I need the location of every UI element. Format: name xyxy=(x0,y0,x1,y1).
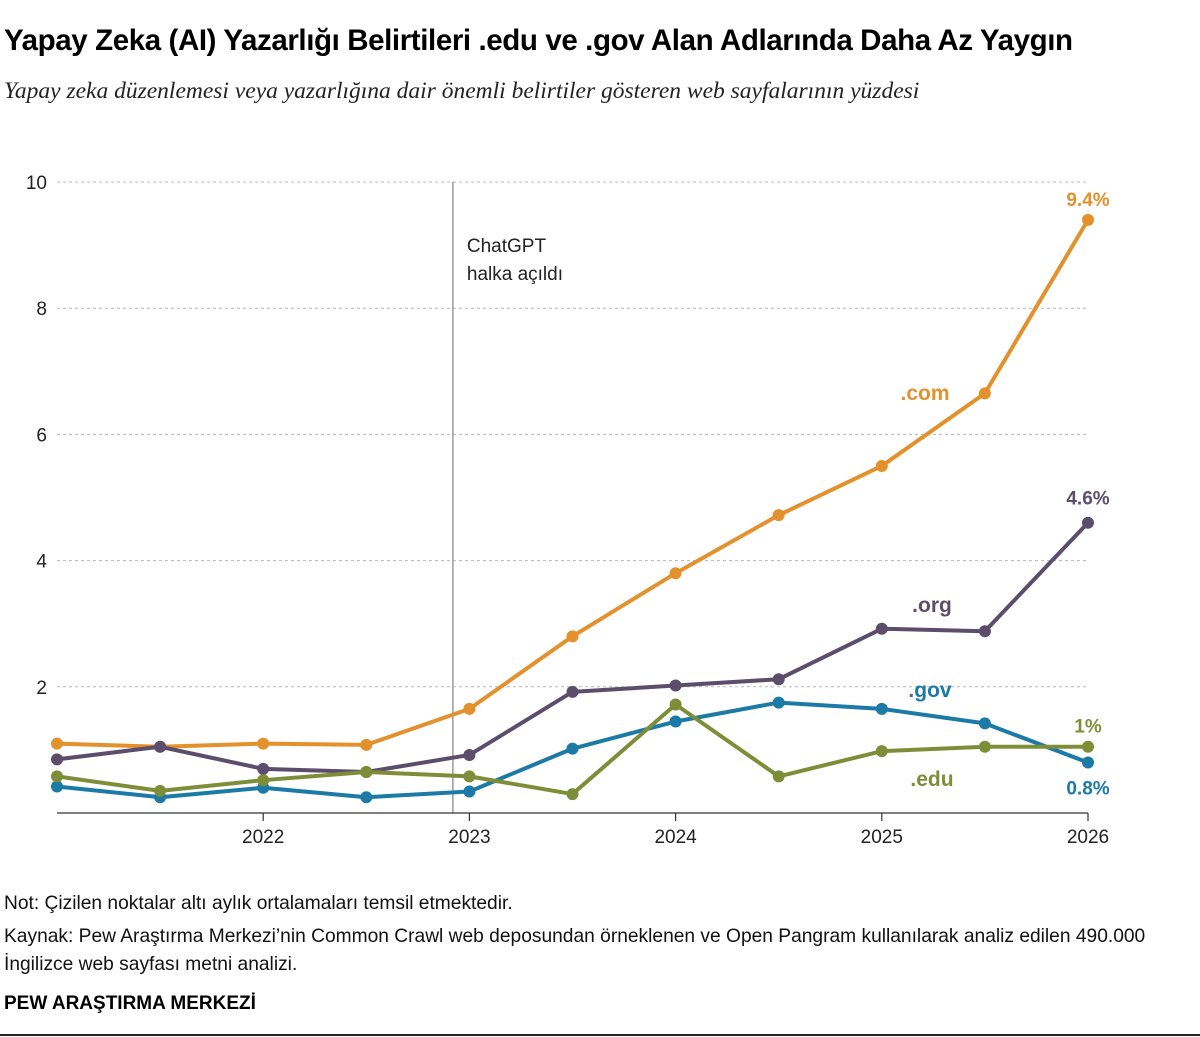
series-line-com xyxy=(55,217,1090,749)
data-point-org-6 xyxy=(669,679,682,692)
data-point-org-10 xyxy=(1082,516,1094,529)
data-point-edu-3 xyxy=(360,765,373,778)
y-tick-label-6: 6 xyxy=(36,425,47,446)
data-point-gov-5 xyxy=(566,742,579,755)
data-point-gov-10 xyxy=(1082,756,1094,769)
chart-note: Not: Çizilen noktalar altı aylık ortalam… xyxy=(4,893,513,914)
data-point-edu-10 xyxy=(1082,740,1094,753)
chart-source: Kaynak: Pew Araştırma Merkezi’nin Common… xyxy=(4,926,1146,975)
data-point-org-5 xyxy=(566,685,579,698)
data-point-org-7 xyxy=(772,673,785,686)
chart-title: Yapay Zeka (AI) Yazarlığı Belirtileri .e… xyxy=(4,24,1073,57)
data-point-gov-7 xyxy=(772,696,785,709)
data-point-edu-0 xyxy=(51,770,63,783)
annotation-text-line-1: ChatGPT xyxy=(467,236,547,257)
series-lines xyxy=(51,213,1094,804)
data-point-gov-9 xyxy=(978,717,991,730)
data-point-edu-4 xyxy=(463,770,476,783)
x-tick-label-2024: 2024 xyxy=(654,827,697,848)
data-point-gov-6 xyxy=(669,715,682,728)
line-chart: ChatGPT halka açıldı 2 4 6 8 10 2022 2023 2024 20… xyxy=(26,173,1110,848)
brand-logo-text: PEW ARAŞTIRMA MERKEZİ xyxy=(4,993,256,1014)
x-tick-label-2025: 2025 xyxy=(861,827,903,848)
annotations: ChatGPT halka açıldı xyxy=(452,182,563,813)
data-point-gov-8 xyxy=(875,702,888,715)
series-label-com: .com xyxy=(900,382,949,405)
data-point-com-4 xyxy=(463,702,476,715)
bottom-rule xyxy=(0,1034,1200,1036)
chart-subtitle: Yapay zeka düzenlemesi veya yazarlığına … xyxy=(4,78,920,104)
data-point-edu-9 xyxy=(978,740,991,753)
x-tick-label-2022: 2022 xyxy=(242,827,284,848)
axes: 2 4 6 8 10 2022 2023 2024 2025 2026 xyxy=(26,173,1109,848)
series-label-edu: .edu xyxy=(910,768,953,791)
series-label-org: .org xyxy=(912,594,952,617)
data-point-edu-7 xyxy=(772,770,785,783)
data-point-com-9 xyxy=(978,387,991,400)
gridlines xyxy=(57,181,1088,688)
data-point-com-10 xyxy=(1082,213,1094,226)
data-point-com-2 xyxy=(257,737,270,750)
end-value-label-edu: 1% xyxy=(1074,717,1102,738)
end-value-label-gov: 0.8% xyxy=(1066,779,1109,800)
data-point-com-7 xyxy=(772,509,785,522)
data-point-com-3 xyxy=(360,738,373,751)
data-point-org-9 xyxy=(978,625,991,638)
data-point-org-2 xyxy=(257,762,270,775)
y-tick-label-8: 8 xyxy=(36,299,47,320)
annotation-text-line-2: halka açıldı xyxy=(467,264,563,285)
data-point-edu-5 xyxy=(566,788,579,801)
data-point-com-0 xyxy=(51,737,63,750)
y-tick-label-4: 4 xyxy=(36,552,47,573)
data-point-gov-4 xyxy=(463,785,476,798)
series-labels: .com 9.4% .org 4.6% .gov 0.8% .edu 1% xyxy=(900,190,1109,800)
x-tick-label-2023: 2023 xyxy=(448,827,490,848)
data-point-org-0 xyxy=(51,753,63,766)
end-value-label-com: 9.4% xyxy=(1066,190,1109,211)
data-point-edu-6 xyxy=(669,698,682,711)
data-point-org-4 xyxy=(463,748,476,761)
data-point-gov-3 xyxy=(360,791,373,804)
data-point-com-6 xyxy=(669,567,682,580)
data-point-edu-2 xyxy=(257,774,270,787)
y-tick-label-10: 10 xyxy=(26,173,47,194)
data-point-com-5 xyxy=(566,630,579,643)
data-point-com-8 xyxy=(875,459,888,472)
end-value-label-org: 4.6% xyxy=(1066,489,1109,510)
data-point-org-1 xyxy=(154,740,167,753)
data-point-org-8 xyxy=(875,622,888,635)
data-point-edu-1 xyxy=(154,784,167,797)
y-tick-label-2: 2 xyxy=(36,678,47,699)
data-point-gov-0 xyxy=(51,780,63,793)
x-tick-label-2026: 2026 xyxy=(1067,827,1109,848)
data-point-edu-8 xyxy=(875,745,888,758)
series-label-gov: .gov xyxy=(908,679,951,702)
